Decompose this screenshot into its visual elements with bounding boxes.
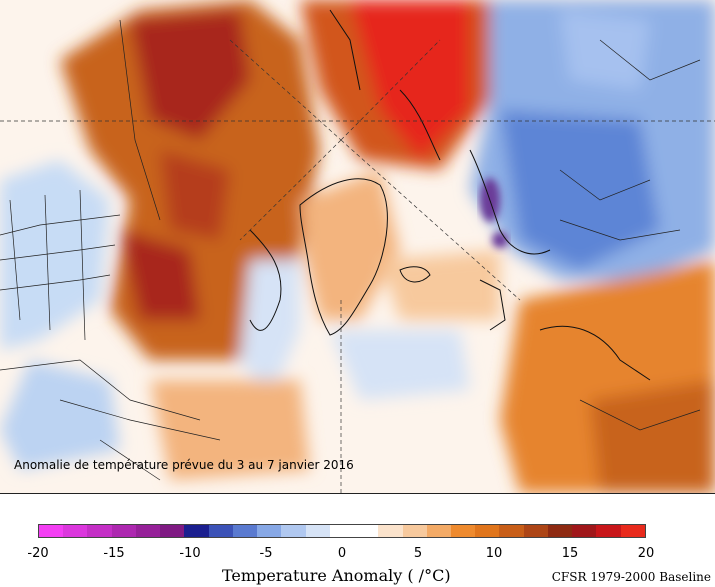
border-line-2 (0, 244, 116, 261)
colorbar-tick-label: 15 (561, 546, 579, 561)
graticule-line-nw (229, 39, 342, 141)
colorbar-swatch (426, 525, 451, 537)
cold-extreme-south-norway (492, 232, 508, 248)
border-line-1 (0, 214, 121, 236)
colorbar-swatch (184, 525, 209, 537)
graticule (0, 39, 715, 493)
cold-anomaly-scandinavia (500, 110, 660, 270)
europe-coast (539, 325, 651, 381)
british-isles-coast (479, 279, 506, 331)
strong-warm-north (160, 150, 230, 240)
siberia-coast (329, 9, 361, 91)
colorbar-swatch (63, 525, 88, 537)
colorbar-tick-label: 0 (337, 546, 347, 561)
colorbar-tick-label: 10 (485, 546, 503, 561)
strong-warm-central (120, 230, 200, 320)
border-line-12 (559, 219, 681, 241)
border-line-6 (79, 189, 86, 341)
colorbar-swatch (281, 525, 306, 537)
greenland-coast (299, 178, 388, 336)
legend: -20 -15 -10 -5 0 5 10 15 20 Temperature Anomaly … (0, 494, 715, 587)
border-line-3 (0, 274, 111, 291)
map-graphic (0, 0, 715, 493)
colorbar-tick-label: 20 (637, 546, 655, 561)
iceland-coast (399, 266, 431, 283)
graticule-line-se (340, 139, 521, 301)
colorbar-swatch (257, 525, 282, 537)
colorbar-swatch (475, 525, 500, 537)
colorbar-swatch (620, 525, 645, 537)
warm-anomaly-north-atlantic (380, 250, 500, 320)
cool-anomaly-north (560, 10, 650, 90)
colorbar-swatch (135, 525, 161, 537)
warm-anomaly-greenland (300, 170, 400, 320)
colorbar-swatch (305, 525, 330, 537)
colorbar-swatch (232, 525, 258, 537)
border-line-7 (119, 19, 161, 221)
coastlines (249, 9, 651, 381)
colorbar-swatch (39, 525, 64, 537)
border-line-13 (599, 39, 701, 81)
border-line-14 (579, 399, 701, 431)
colorbar-swatch (329, 525, 355, 537)
cool-anomaly-baffin (240, 260, 300, 400)
colorbar (38, 524, 646, 538)
siberia-coast-2 (399, 89, 441, 161)
colorbar-swatch (523, 525, 548, 537)
colorbar-swatch (499, 525, 524, 537)
cool-anomaly-atlantic (330, 330, 470, 400)
colorbar-swatch (378, 525, 403, 537)
scandinavia-coast (469, 149, 551, 255)
colorbar-tick-label: -20 (27, 546, 49, 561)
colorbar-swatch (111, 525, 136, 537)
colorbar-swatch (160, 525, 185, 537)
colorbar-tick-label: -10 (179, 546, 201, 561)
border-line-5 (44, 194, 51, 331)
border-line-11 (559, 169, 651, 201)
graticule-line-sw (239, 139, 342, 241)
colorbar-tick-label: -5 (259, 546, 273, 561)
colorbar-swatch (354, 525, 379, 537)
warm-anomaly-south (590, 380, 715, 493)
colorbar-title: Temperature Anomaly ( /°C) (222, 566, 451, 585)
border-line-10 (99, 439, 161, 481)
colorbar-swatch (87, 525, 112, 537)
cool-anomaly-west (0, 160, 110, 350)
colorbar-tick-label: 5 (413, 546, 423, 561)
strong-warm-alaska (130, 10, 250, 140)
colorbar-swatch (208, 525, 233, 537)
colorbar-tick-label: -15 (103, 546, 125, 561)
colorbar-swatch (547, 525, 573, 537)
cool-anomaly-southwest (0, 360, 120, 470)
colorbar-swatch (450, 525, 476, 537)
anomaly-map: Anomalie de température prévue du 3 au 7… (0, 0, 715, 494)
border-line-9 (59, 399, 221, 441)
baseline-label: CFSR 1979-2000 Baseline (551, 570, 711, 584)
baffin-coast (249, 229, 282, 331)
border-line-8 (0, 359, 201, 421)
map-caption: Anomalie de température prévue du 3 au 7… (14, 458, 354, 472)
colorbar-swatch (402, 525, 427, 537)
colorbar-swatch (572, 525, 597, 537)
colorbar-swatch (596, 525, 621, 537)
political-borders (0, 19, 701, 481)
border-line-4 (9, 199, 21, 321)
graticule-line-ne (340, 39, 441, 141)
colorbar-ticks: -20 -15 -10 -5 0 5 10 15 20 (27, 546, 654, 562)
warm-anomaly-great-lakes (150, 380, 310, 480)
